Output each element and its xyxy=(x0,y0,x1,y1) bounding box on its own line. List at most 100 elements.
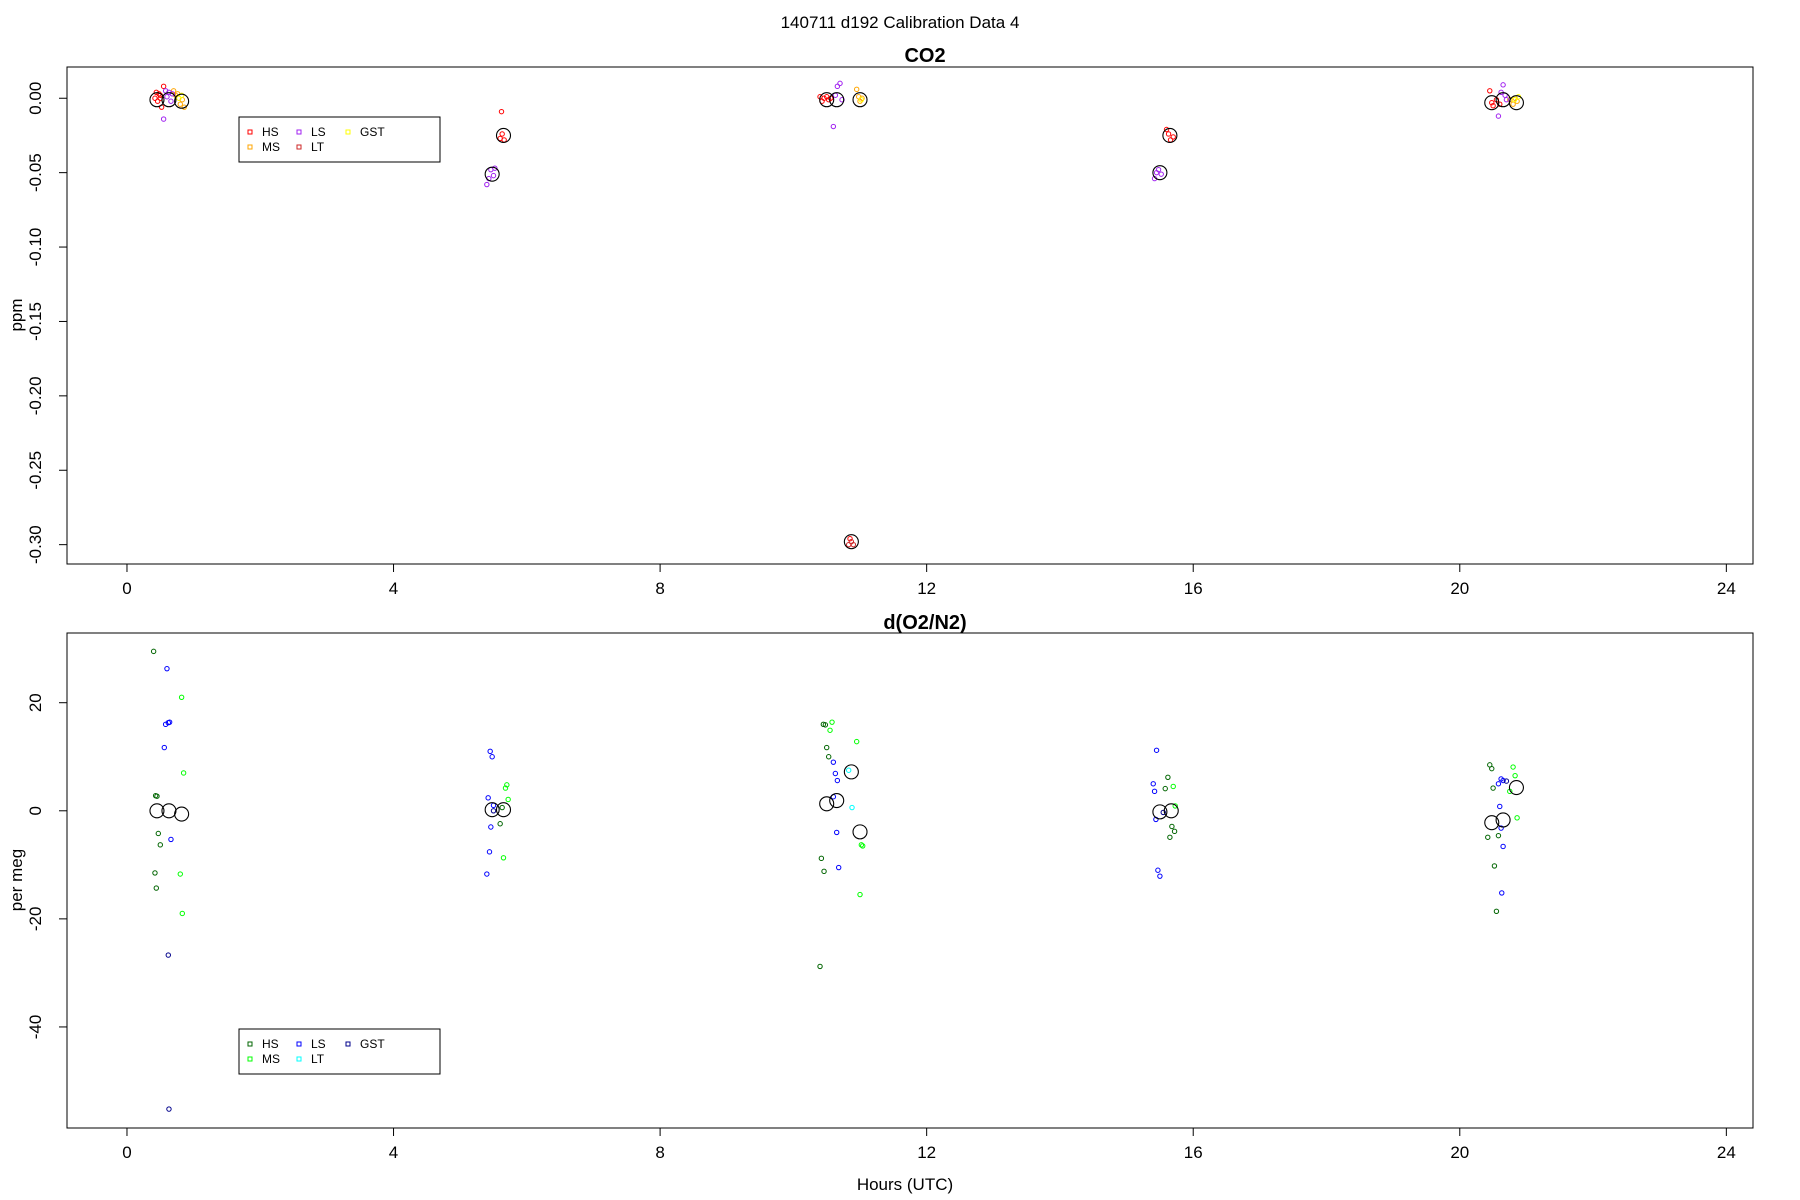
co2-point-hs xyxy=(153,89,159,95)
o2n2-point-ls xyxy=(1497,803,1503,810)
co2-x-tick-label: 12 xyxy=(917,579,936,598)
o2n2-point-ls xyxy=(1157,873,1163,879)
o2n2-x-tick-label: 8 xyxy=(655,1143,664,1162)
co2-legend-label-gst: GST xyxy=(360,125,385,139)
o2n2-axis-ticks: 0 4 8 12 16 20 24 -40 -20 0 20 xyxy=(26,693,1736,1162)
o2n2-mean-point xyxy=(1152,804,1168,820)
o2n2-plot-title: d(O2/N2) xyxy=(883,612,966,634)
o2n2-mean-point xyxy=(1508,780,1524,796)
co2-point-hs xyxy=(499,131,505,137)
co2-y-tick-label: -0.25 xyxy=(26,451,45,490)
o2n2-point-ms xyxy=(1172,803,1178,809)
o2n2-point-ls xyxy=(830,759,837,765)
co2-y-tick-label: 0.00 xyxy=(26,82,45,115)
co2-mean-point xyxy=(161,92,177,108)
o2n2-point-hs xyxy=(154,793,160,799)
o2n2-point-hs xyxy=(152,870,158,876)
co2-legend: HS LS GST MS LT xyxy=(238,116,441,163)
o2n2-point-hs xyxy=(499,804,505,811)
o2n2-mean-point xyxy=(1484,815,1500,831)
o2n2-legend-label-gst: GST xyxy=(360,1037,385,1051)
co2-legend-label-ms: MS xyxy=(262,140,280,154)
co2-x-tick-label: 8 xyxy=(655,579,664,598)
o2n2-point-ls xyxy=(1495,781,1502,787)
co2-x-tick-label: 16 xyxy=(1184,579,1203,598)
co2-point-hs xyxy=(1163,126,1170,133)
co2-point-ls xyxy=(169,91,175,97)
o2n2-point-hs xyxy=(1162,785,1168,792)
co2-mean-point xyxy=(1508,95,1524,111)
o2n2-y-axis-label: per meg xyxy=(7,849,26,911)
o2n2-mean-point xyxy=(484,802,500,818)
o2n2-legend-label-lt: LT xyxy=(311,1052,325,1066)
o2n2-panel: d(O2/N2) per meg Hours (UTC) 0 4 8 12 16 20 24… xyxy=(7,612,1754,1194)
co2-mean-point xyxy=(174,93,190,109)
co2-legend-marker-lt xyxy=(296,144,302,150)
o2n2-point-ms xyxy=(502,785,509,791)
o2n2-point-ms xyxy=(504,782,510,788)
co2-mean-point xyxy=(149,92,165,108)
co2-legend-label-ls: LS xyxy=(311,125,326,139)
co2-mean-point xyxy=(829,92,845,108)
o2n2-legend-marker-ls xyxy=(296,1041,302,1047)
o2n2-point-ls xyxy=(484,871,490,877)
co2-point-gst xyxy=(178,92,185,98)
o2n2-y-tick-label: -40 xyxy=(26,1015,45,1040)
co2-point-hs xyxy=(152,95,158,101)
o2n2-point-gst xyxy=(165,952,171,958)
co2-mean-point xyxy=(1162,127,1178,143)
o2n2-point-ls xyxy=(162,721,169,728)
o2n2-y-tick-label: 20 xyxy=(26,693,45,712)
o2n2-point-hs xyxy=(1493,908,1500,915)
co2-legend-marker-ms xyxy=(247,144,253,150)
co2-point-ls xyxy=(1495,113,1502,119)
o2n2-point-hs xyxy=(1167,834,1173,840)
co2-point-ls xyxy=(834,83,841,90)
co2-point-hs xyxy=(1170,134,1176,140)
o2n2-point-hs xyxy=(1489,765,1495,772)
o2n2-point-hs xyxy=(825,754,832,760)
o2n2-point-ms xyxy=(858,842,865,848)
co2-mean-point xyxy=(819,92,835,108)
o2n2-point-gst xyxy=(1503,778,1510,784)
co2-point-gst xyxy=(1511,97,1518,103)
o2n2-point-ms xyxy=(827,727,833,733)
o2n2-point-ls xyxy=(835,864,842,871)
co2-x-tick-label: 4 xyxy=(389,579,398,598)
figure-suptitle: 140711 d192 Calibration Data 4 xyxy=(781,13,1020,32)
o2n2-point-hs xyxy=(153,885,159,891)
o2n2-x-tick-label: 24 xyxy=(1717,1143,1736,1162)
o2n2-point-ls xyxy=(1498,825,1504,831)
o2n2-point-ls xyxy=(164,665,170,672)
o2n2-point-hs xyxy=(818,855,825,862)
co2-point-gst xyxy=(858,97,865,103)
o2n2-point-ls xyxy=(489,754,495,760)
co2-point-ls xyxy=(492,165,498,171)
o2n2-mean-point xyxy=(1495,812,1511,828)
o2n2-point-ms xyxy=(1170,783,1176,790)
co2-y-tick-label: -0.05 xyxy=(26,153,45,192)
o2n2-mean-point xyxy=(852,824,868,840)
co2-point-hs xyxy=(1490,102,1496,109)
o2n2-point-ms xyxy=(1514,815,1520,821)
o2n2-point-ls xyxy=(1150,781,1156,787)
o2n2-point-lt xyxy=(845,767,852,773)
co2-point-hs xyxy=(160,83,167,90)
co2-point-ms xyxy=(853,86,860,93)
co2-mean-point xyxy=(495,127,512,143)
o2n2-point-ls xyxy=(161,744,167,751)
o2n2-point-hs xyxy=(821,868,827,875)
o2n2-point-hs xyxy=(1495,832,1502,839)
co2-x-tick-label: 0 xyxy=(122,579,131,598)
o2n2-point-ls xyxy=(833,829,840,836)
o2n2-point-ls xyxy=(1499,890,1505,896)
co2-legend-marker-hs xyxy=(247,129,253,135)
co2-data-points xyxy=(149,80,1524,550)
co2-point-ms xyxy=(177,101,183,107)
co2-mean-point xyxy=(852,92,868,108)
co2-legend-marker-ls xyxy=(296,129,302,135)
o2n2-y-tick-label: 0 xyxy=(26,806,45,815)
co2-point-ls xyxy=(168,98,174,104)
co2-point-hs xyxy=(821,95,827,101)
o2n2-point-ms xyxy=(1510,764,1516,770)
